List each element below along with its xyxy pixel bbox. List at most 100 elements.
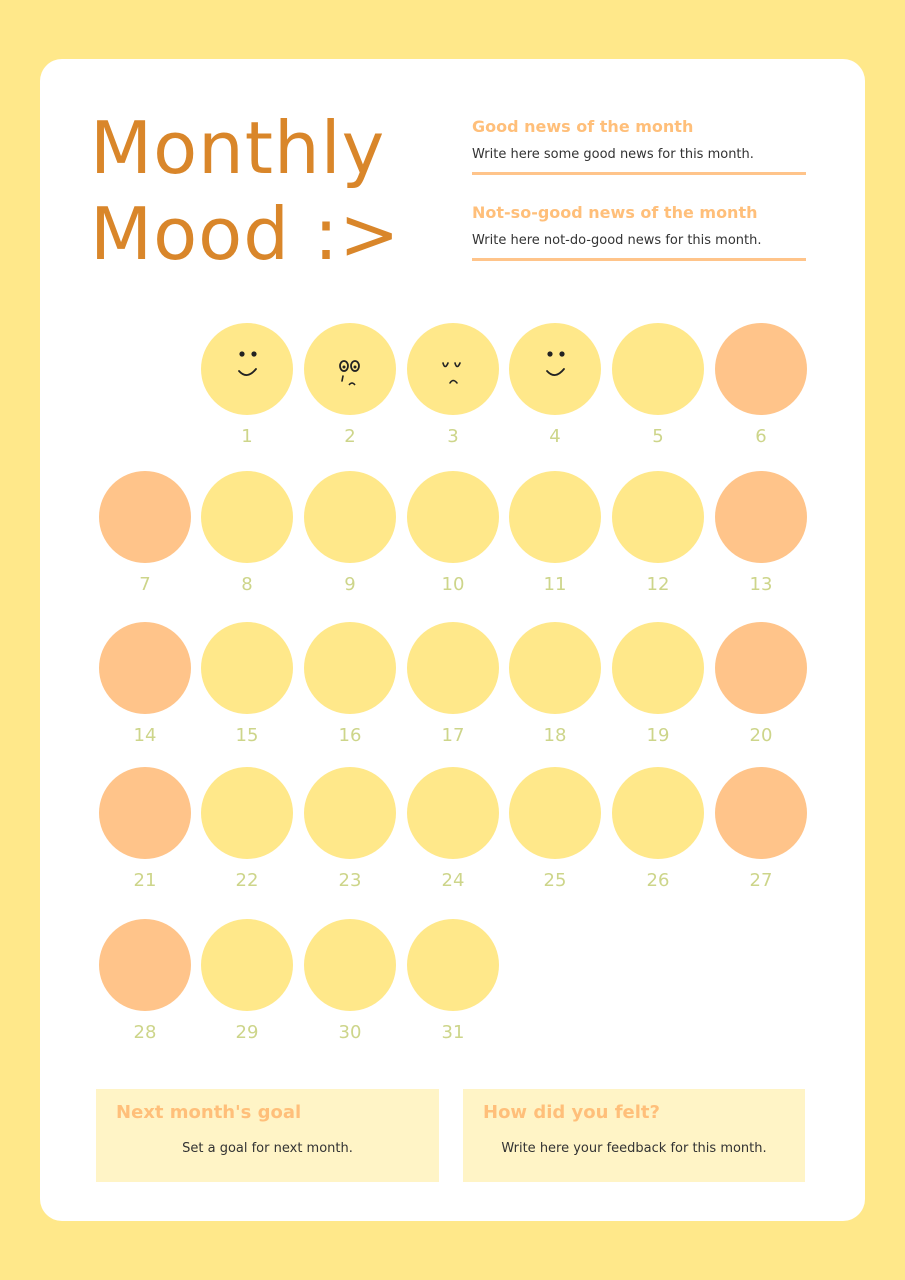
mood-circle[interactable] bbox=[715, 767, 807, 859]
day-number: 15 bbox=[235, 725, 259, 746]
day-number: 26 bbox=[646, 870, 670, 891]
next-goal-text[interactable]: Set a goal for next month. bbox=[182, 1141, 353, 1156]
bad-news-section: Not-so-good news of the month Write here… bbox=[472, 203, 806, 261]
day-number: 17 bbox=[441, 725, 465, 746]
day-17[interactable]: 17 bbox=[407, 622, 499, 746]
mood-circle[interactable] bbox=[509, 323, 601, 415]
day-30[interactable]: 30 bbox=[304, 919, 396, 1043]
good-news-section: Good news of the month Write here some g… bbox=[472, 117, 806, 175]
day-number: 16 bbox=[338, 725, 362, 746]
day-11[interactable]: 11 bbox=[509, 471, 601, 595]
day-20[interactable]: 20 bbox=[715, 622, 807, 746]
title-line-2: Mood :> bbox=[90, 192, 401, 276]
mood-circle[interactable] bbox=[612, 767, 704, 859]
day-number: 21 bbox=[133, 870, 157, 891]
mood-circle[interactable] bbox=[201, 919, 293, 1011]
mood-circle[interactable] bbox=[407, 767, 499, 859]
day-3[interactable]: 3 bbox=[407, 323, 499, 447]
mood-circle[interactable] bbox=[304, 767, 396, 859]
day-24[interactable]: 24 bbox=[407, 767, 499, 891]
day-10[interactable]: 10 bbox=[407, 471, 499, 595]
day-number: 14 bbox=[133, 725, 157, 746]
mood-circle[interactable] bbox=[509, 767, 601, 859]
mood-circle[interactable] bbox=[201, 471, 293, 563]
mood-circle[interactable] bbox=[509, 471, 601, 563]
day-number: 7 bbox=[139, 574, 151, 595]
mood-circle[interactable] bbox=[304, 919, 396, 1011]
day-29[interactable]: 29 bbox=[201, 919, 293, 1043]
mood-circle[interactable] bbox=[201, 622, 293, 714]
next-goal-heading: Next month's goal bbox=[116, 1102, 302, 1123]
day-number: 12 bbox=[646, 574, 670, 595]
day-number: 25 bbox=[543, 870, 567, 891]
day-number: 6 bbox=[755, 426, 767, 447]
day-number: 22 bbox=[235, 870, 259, 891]
day-8[interactable]: 8 bbox=[201, 471, 293, 595]
mood-circle[interactable] bbox=[407, 323, 499, 415]
day-26[interactable]: 26 bbox=[612, 767, 704, 891]
mood-circle[interactable] bbox=[509, 622, 601, 714]
good-news-heading: Good news of the month bbox=[472, 117, 694, 136]
day-15[interactable]: 15 bbox=[201, 622, 293, 746]
mood-circle[interactable] bbox=[304, 622, 396, 714]
day-21[interactable]: 21 bbox=[99, 767, 191, 891]
day-27[interactable]: 27 bbox=[715, 767, 807, 891]
day-number: 1 bbox=[241, 426, 253, 447]
day-number: 9 bbox=[344, 574, 356, 595]
mood-card: Monthly Mood :> Good news of the month W… bbox=[40, 59, 865, 1221]
crying-face-icon bbox=[339, 360, 360, 386]
day-6[interactable]: 6 bbox=[715, 323, 807, 447]
mood-circle[interactable] bbox=[407, 471, 499, 563]
bad-news-text[interactable]: Write here not-do-good news for this mon… bbox=[472, 233, 762, 248]
day-22[interactable]: 22 bbox=[201, 767, 293, 891]
day-25[interactable]: 25 bbox=[509, 767, 601, 891]
day-12[interactable]: 12 bbox=[612, 471, 704, 595]
day-2[interactable]: 2 bbox=[304, 323, 396, 447]
mood-circle[interactable] bbox=[715, 622, 807, 714]
title-line-1: Monthly bbox=[90, 106, 386, 190]
bad-news-heading: Not-so-good news of the month bbox=[472, 203, 758, 222]
day-number: 29 bbox=[235, 1022, 259, 1043]
happy-face-icon bbox=[238, 351, 257, 376]
page-title: Monthly Mood :> bbox=[90, 105, 400, 277]
mood-circle[interactable] bbox=[715, 471, 807, 563]
day-23[interactable]: 23 bbox=[304, 767, 396, 891]
feedback-text[interactable]: Write here your feedback for this month. bbox=[501, 1141, 767, 1156]
mood-circle[interactable] bbox=[612, 471, 704, 563]
feedback-heading: How did you felt? bbox=[483, 1102, 660, 1123]
day-7[interactable]: 7 bbox=[99, 471, 191, 595]
day-28[interactable]: 28 bbox=[99, 919, 191, 1043]
mood-circle[interactable] bbox=[612, 622, 704, 714]
mood-circle[interactable] bbox=[99, 471, 191, 563]
day-number: 27 bbox=[749, 870, 773, 891]
day-number: 2 bbox=[344, 426, 356, 447]
day-14[interactable]: 14 bbox=[99, 622, 191, 746]
day-4[interactable]: 4 bbox=[509, 323, 601, 447]
good-news-text[interactable]: Write here some good news for this month… bbox=[472, 147, 754, 162]
mood-circle[interactable] bbox=[304, 323, 396, 415]
mood-circle[interactable] bbox=[99, 622, 191, 714]
day-number: 13 bbox=[749, 574, 773, 595]
day-5[interactable]: 5 bbox=[612, 323, 704, 447]
day-number: 31 bbox=[441, 1022, 465, 1043]
day-number: 20 bbox=[749, 725, 773, 746]
mood-circle[interactable] bbox=[201, 323, 293, 415]
day-31[interactable]: 31 bbox=[407, 919, 499, 1043]
mood-circle[interactable] bbox=[407, 622, 499, 714]
mood-circle[interactable] bbox=[715, 323, 807, 415]
day-number: 8 bbox=[241, 574, 253, 595]
day-19[interactable]: 19 bbox=[612, 622, 704, 746]
mood-circle[interactable] bbox=[612, 323, 704, 415]
day-9[interactable]: 9 bbox=[304, 471, 396, 595]
mood-circle[interactable] bbox=[99, 919, 191, 1011]
mood-circle[interactable] bbox=[201, 767, 293, 859]
day-18[interactable]: 18 bbox=[509, 622, 601, 746]
mood-circle[interactable] bbox=[407, 919, 499, 1011]
day-1[interactable]: 1 bbox=[201, 323, 293, 447]
day-number: 19 bbox=[646, 725, 670, 746]
day-13[interactable]: 13 bbox=[715, 471, 807, 595]
day-number: 11 bbox=[543, 574, 567, 595]
day-16[interactable]: 16 bbox=[304, 622, 396, 746]
mood-circle[interactable] bbox=[304, 471, 396, 563]
mood-circle[interactable] bbox=[99, 767, 191, 859]
